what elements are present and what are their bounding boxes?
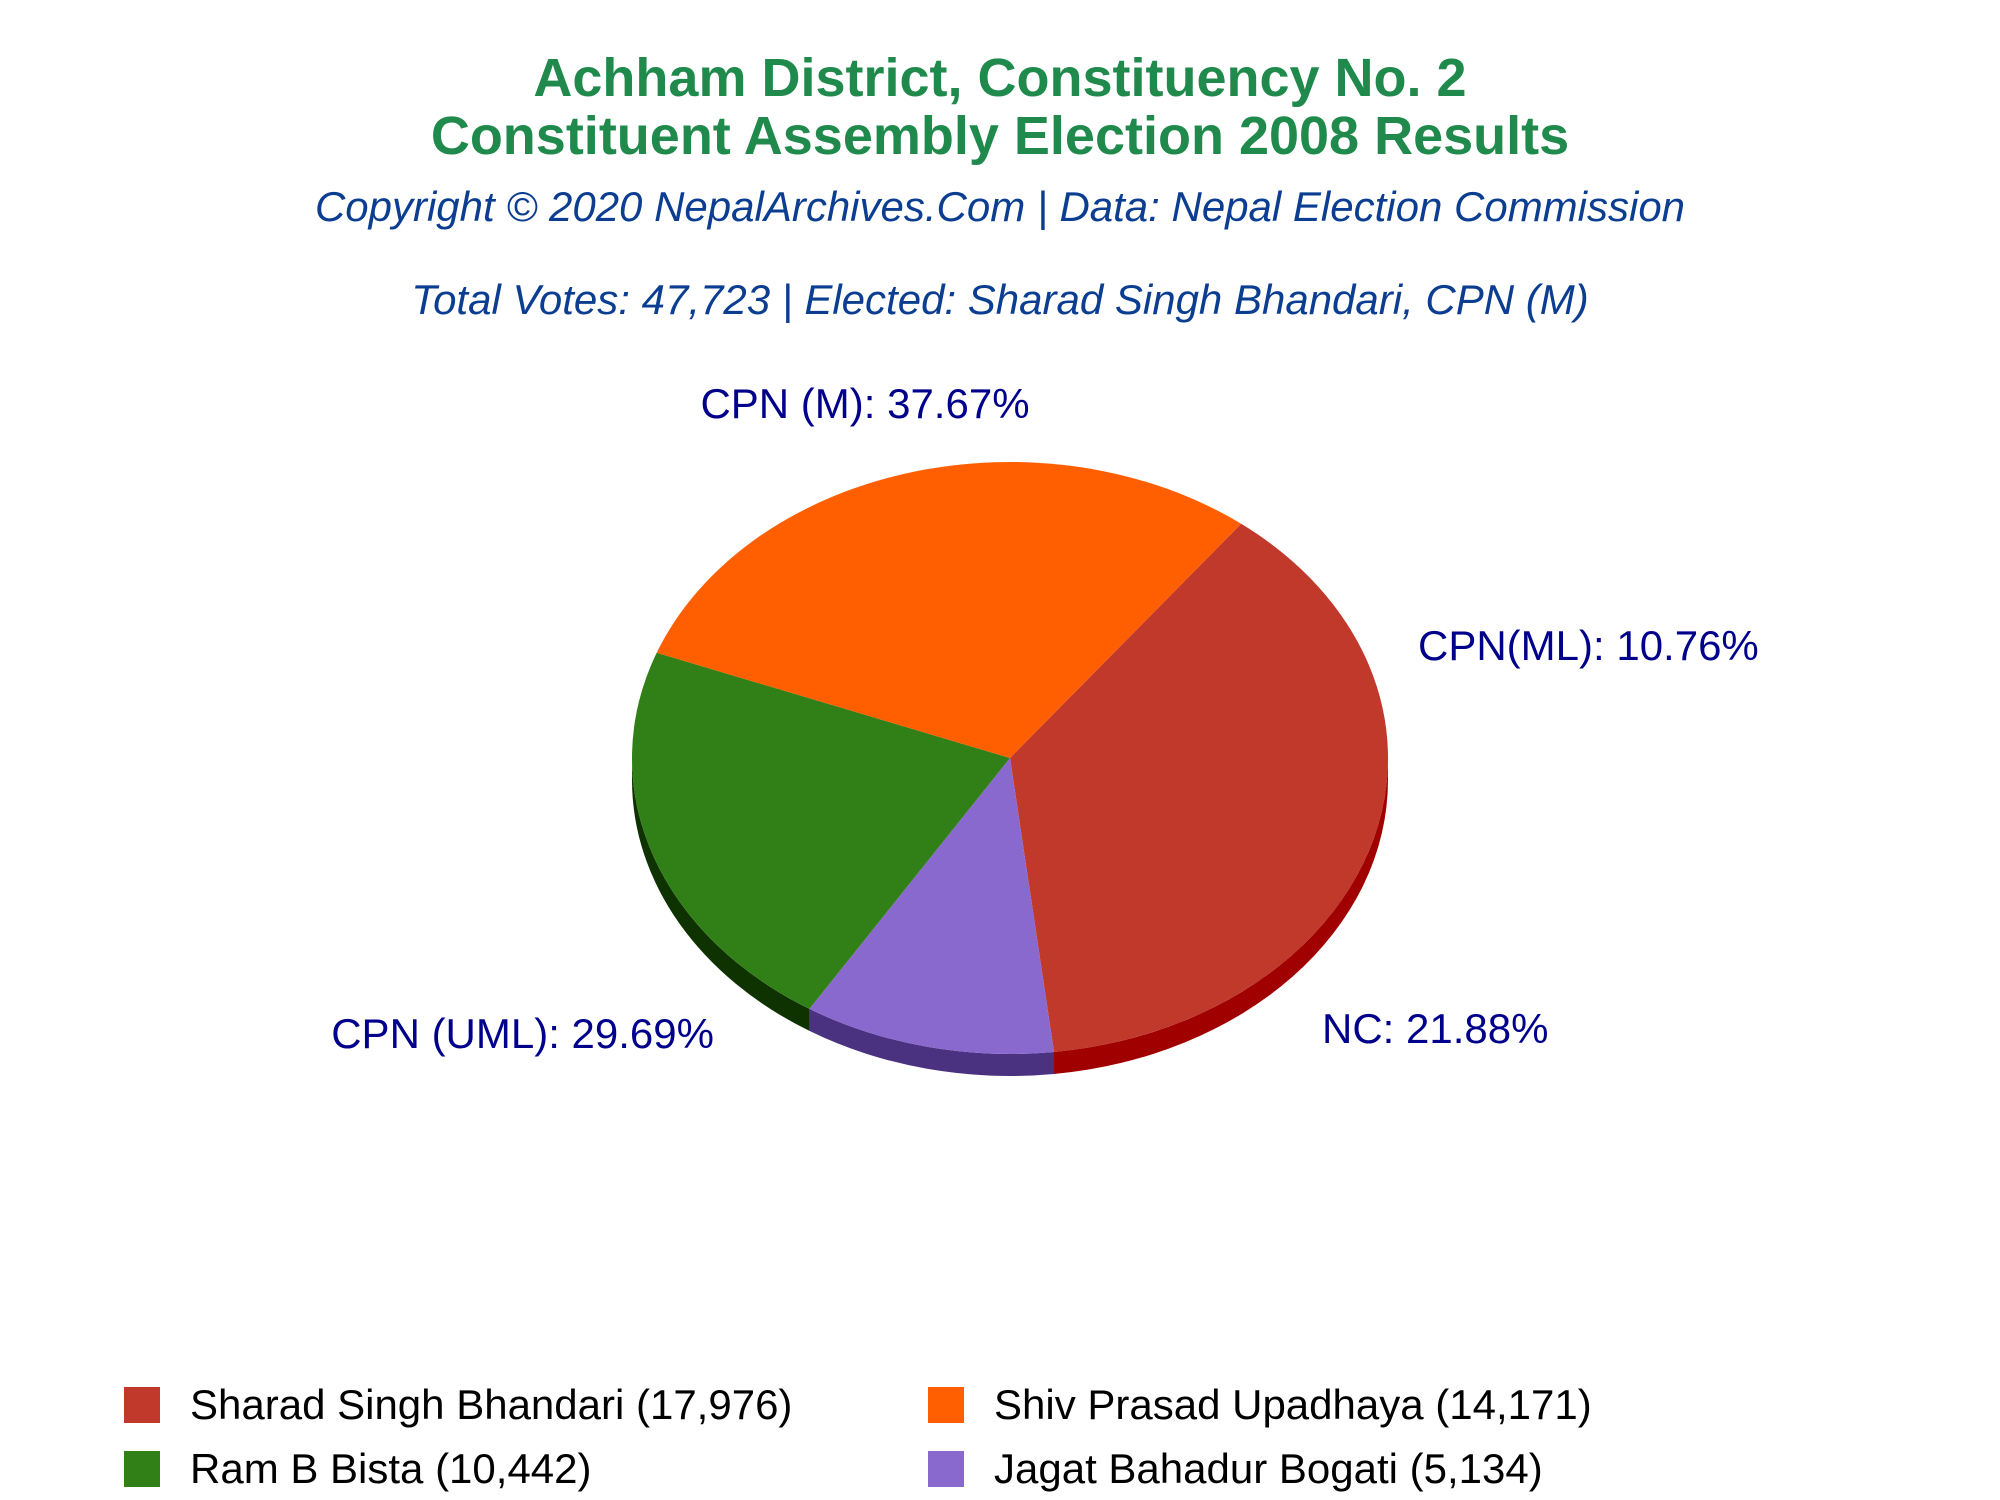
- pie-slice-side: [809, 1008, 1055, 1077]
- legend-item: Shiv Prasad Upadhaya (14,171): [928, 1378, 1592, 1432]
- chart-title-line1: Achham District, Constituency No. 2: [533, 48, 1467, 108]
- slice-label: CPN (M): 37.67%: [700, 380, 1029, 427]
- legend-item: Ram B Bista (10,442): [124, 1442, 592, 1496]
- legend-label: Ram B Bista (10,442): [190, 1445, 592, 1492]
- legend-swatch: [928, 1387, 964, 1423]
- pie-slice-nc[interactable]: [631, 652, 1010, 1009]
- slice-label: NC: 21.88%: [1322, 1005, 1548, 1052]
- slice-label: CPN (UML): 29.69%: [331, 1010, 714, 1057]
- pie-chart: CPN (M): 37.67% CPN(ML): 10.76% NC: 21.88%…: [331, 380, 1759, 1077]
- legend-label: Jagat Bahadur Bogati (5,134): [994, 1445, 1543, 1492]
- pie-slice-side: [1054, 758, 1388, 1074]
- pie-slice-side: [632, 758, 810, 1031]
- legend-swatch: [928, 1451, 964, 1487]
- slice-label: CPN(ML): 10.76%: [1418, 622, 1759, 669]
- chart-title-line2: Constituent Assembly Election 2008 Resul…: [430, 106, 1570, 166]
- pie-slice-cpn-uml[interactable]: [656, 461, 1242, 758]
- legend-swatch: [124, 1387, 160, 1423]
- legend-label: Shiv Prasad Upadhaya (14,171): [994, 1381, 1592, 1428]
- pie-slice-cpn-m[interactable]: [1010, 523, 1389, 1052]
- pie-slice-cpn-ml[interactable]: [809, 758, 1055, 1055]
- pie-side-faces: [632, 758, 1388, 1077]
- legend-item: Jagat Bahadur Bogati (5,134): [928, 1442, 1543, 1496]
- vote-summary: Total Votes: 47,723 | Elected: Sharad Si…: [411, 276, 1589, 323]
- legend-label: Sharad Singh Bhandari (17,976): [190, 1381, 793, 1428]
- copyright-text: Copyright © 2020 NepalArchives.Com | Dat…: [314, 183, 1686, 230]
- legend-swatch: [124, 1451, 160, 1487]
- legend-item: Sharad Singh Bhandari (17,976): [124, 1378, 792, 1432]
